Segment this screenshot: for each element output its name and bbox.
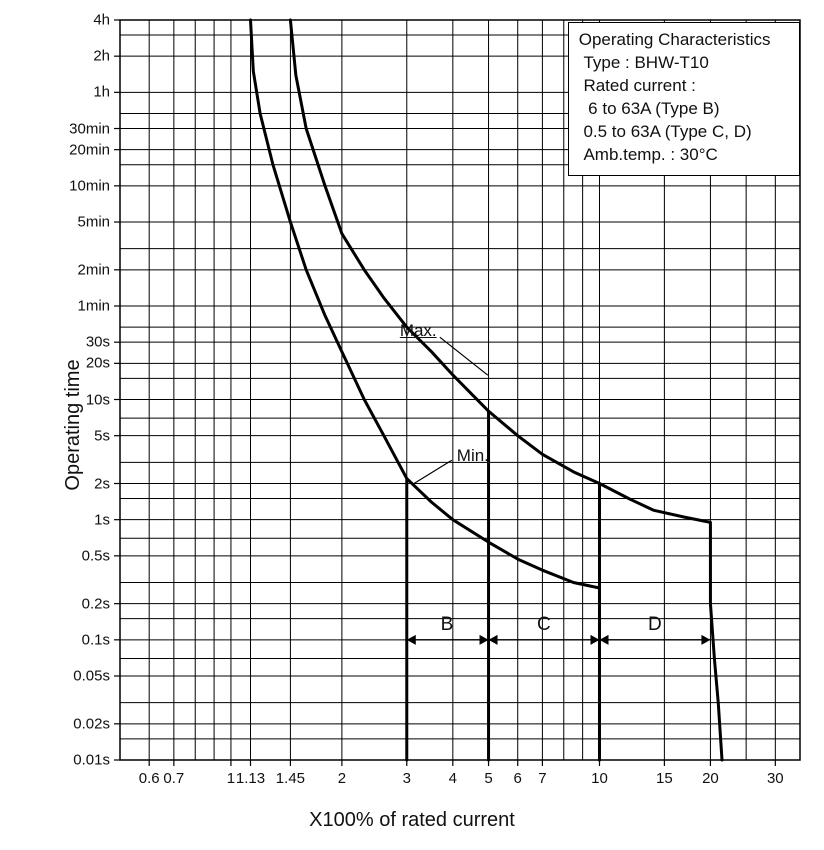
y-tick-label: 0.02s (73, 715, 110, 732)
info-box: Operating Characteristics Type : BHW-T10… (568, 22, 800, 176)
x-tick-label: 10 (591, 770, 608, 787)
y-tick-label: 2s (94, 475, 110, 492)
zone-label: B (441, 614, 454, 636)
y-tick-label: 0.2s (82, 595, 110, 612)
x-tick-label: 0.7 (163, 770, 184, 787)
info-box-title: Operating Characteristics (579, 29, 789, 52)
y-tick-label: 5s (94, 427, 110, 444)
x-tick-label: 7 (538, 770, 546, 787)
y-tick-label: 5min (77, 214, 110, 231)
y-tick-label: 30s (86, 334, 110, 351)
info-box-line: Rated current : (579, 75, 789, 98)
y-tick-label: 0.01s (73, 752, 110, 769)
x-tick-label: 3 (403, 770, 411, 787)
y-tick-label: 0.5s (82, 547, 110, 564)
x-tick-label: 20 (702, 770, 719, 787)
y-tick-label: 10s (86, 391, 110, 408)
info-box-line: 6 to 63A (Type B) (579, 98, 789, 121)
x-tick-label: 1 (227, 770, 235, 787)
y-tick-label: 10min (69, 177, 110, 194)
y-tick-label: 0.1s (82, 631, 110, 648)
y-tick-label: 1s (94, 511, 110, 528)
y-tick-label: 2h (93, 48, 110, 65)
x-tick-label: 15 (656, 770, 673, 787)
info-box-line: 0.5 to 63A (Type C, D) (579, 121, 789, 144)
curve-label-min: Min. (457, 446, 489, 466)
y-axis-label: Operating time (62, 359, 85, 490)
y-tick-label: 1min (77, 298, 110, 315)
y-tick-label: 30min (69, 120, 110, 137)
y-tick-label: 4h (93, 12, 110, 29)
x-tick-label: 0.6 (139, 770, 160, 787)
zone-label: D (648, 614, 662, 636)
curve-label-max: Max. (400, 321, 437, 341)
x-tick-label: 30 (767, 770, 784, 787)
y-tick-label: 2min (77, 261, 110, 278)
zone-label: C (537, 614, 551, 636)
info-box-line: Type : BHW-T10 (579, 52, 789, 75)
x-tick-label: 1.13 (236, 770, 265, 787)
x-tick-label: 2 (338, 770, 346, 787)
y-tick-label: 20s (86, 355, 110, 372)
x-tick-label: 4 (449, 770, 457, 787)
x-tick-label: 1.45 (276, 770, 305, 787)
y-tick-label: 1h (93, 84, 110, 101)
y-tick-label: 0.05s (73, 668, 110, 685)
info-box-line: Amb.temp. : 30°C (579, 144, 789, 167)
x-tick-label: 6 (514, 770, 522, 787)
x-axis-label: X100% of rated current (0, 809, 824, 832)
x-tick-label: 5 (484, 770, 492, 787)
y-tick-label: 20min (69, 141, 110, 158)
